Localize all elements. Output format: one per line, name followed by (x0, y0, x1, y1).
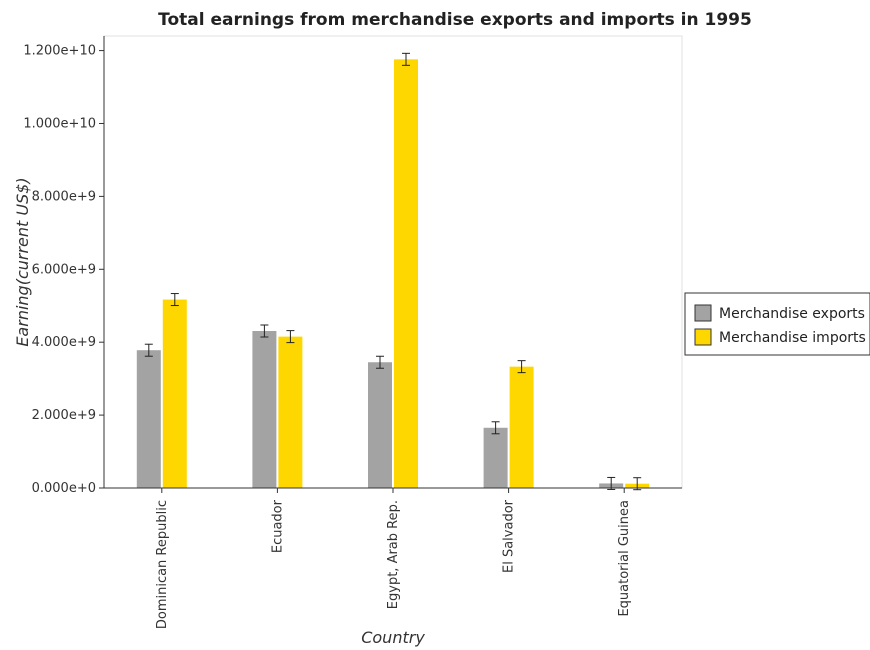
exports-bar (484, 428, 508, 488)
y-tick-label: 8.000e+9 (32, 189, 96, 204)
legend-label-exports: Merchandise exports (719, 306, 865, 322)
x-axis: Dominican Republic Ecuador Egypt, Arab Rep… (104, 488, 682, 629)
y-tick-label: 4.000e+9 (32, 335, 96, 350)
plot-area (104, 36, 682, 488)
y-tick-label: 1.200e+10 (23, 44, 96, 59)
imports-bar (394, 59, 418, 488)
legend-label-imports: Merchandise imports (719, 330, 866, 346)
imports-bar (163, 300, 187, 488)
x-axis-label: Country (361, 628, 425, 647)
y-tick-label: 6.000e+9 (32, 262, 96, 277)
y-tick-label: 1.000e+10 (23, 116, 96, 131)
x-tick-label: El Salvador (502, 499, 517, 573)
y-tick-label: 0.000e+0 (32, 481, 96, 496)
legend: Merchandise exports Merchandise imports (685, 293, 870, 355)
x-tick-label: Egypt, Arab Rep. (386, 500, 401, 609)
legend-swatch-imports (695, 329, 711, 345)
imports-bar (278, 337, 302, 488)
exports-bar (368, 362, 392, 488)
exports-bar (252, 331, 276, 488)
x-tick-label: Dominican Republic (155, 500, 170, 629)
y-axis-label: Earning(current US$) (13, 177, 32, 346)
exports-bar (137, 350, 161, 488)
imports-bar (510, 367, 534, 488)
x-tick-label: Equatorial Guinea (617, 500, 632, 617)
y-tick-label: 2.000e+9 (32, 408, 96, 423)
legend-swatch-exports (695, 305, 711, 321)
y-axis: 0.000e+0 2.000e+9 4.000e+9 6.000e+9 8.000e+9… (23, 36, 104, 496)
chart-title: Total earnings from merchandise exports … (158, 10, 752, 30)
x-tick-label: Ecuador (270, 499, 285, 553)
